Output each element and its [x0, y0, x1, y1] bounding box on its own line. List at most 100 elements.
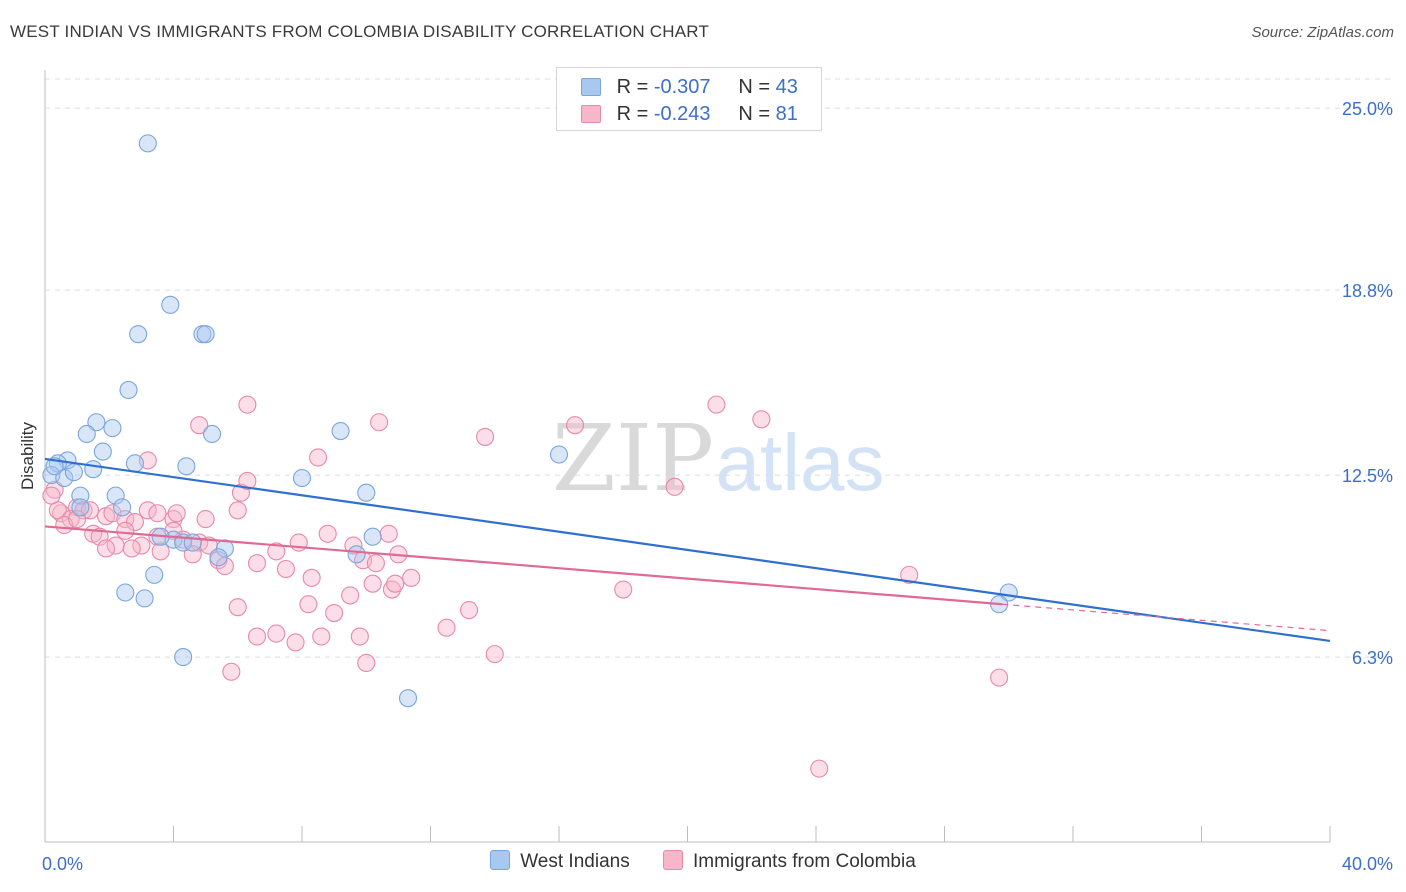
legend-row-colombia: R = -0.243 N = 81	[581, 103, 798, 125]
legend-r-value: -0.307	[653, 76, 711, 98]
source-label: Source: ZipAtlas.com	[1251, 24, 1394, 41]
point-colombia	[247, 554, 267, 573]
point-colombia	[990, 668, 1009, 687]
point-west-indians	[292, 468, 312, 488]
point-west-indians	[196, 325, 215, 344]
trend-colombia	[44, 525, 1003, 606]
point-west-indians	[129, 325, 148, 344]
point-colombia	[341, 586, 360, 605]
point-colombia	[459, 601, 479, 620]
point-colombia	[302, 568, 321, 587]
point-west-indians	[398, 689, 418, 708]
legend-r-value: -0.243	[653, 103, 711, 125]
legend-swatch-pink	[581, 105, 601, 123]
tick-labels: 6.3% 12.5% 18.8% 25.0% 0.0% 40.0%	[42, 99, 1393, 874]
trend-west-indians	[44, 457, 1331, 643]
point-west-indians	[203, 424, 222, 444]
watermark: ZIP atlas	[552, 405, 885, 512]
point-colombia	[402, 568, 421, 587]
point-colombia	[151, 542, 170, 561]
point-west-indians	[209, 548, 228, 567]
point-west-indians	[145, 565, 164, 584]
point-colombia	[707, 395, 726, 414]
point-colombia	[566, 416, 585, 435]
point-colombia	[122, 539, 141, 558]
y-tick-label: 6.3%	[1352, 648, 1393, 668]
point-colombia	[276, 559, 295, 579]
point-colombia	[267, 624, 286, 643]
point-colombia	[68, 510, 87, 529]
point-west-indians	[64, 463, 83, 482]
point-colombia	[752, 410, 771, 429]
point-west-indians	[87, 413, 106, 432]
point-west-indians	[174, 648, 193, 667]
point-colombia	[476, 427, 495, 446]
y-tick-label: 18.8%	[1342, 281, 1393, 301]
point-colombia	[238, 471, 257, 491]
point-colombia	[386, 574, 405, 593]
point-west-indians	[161, 295, 180, 314]
legend-swatch-blue	[490, 850, 511, 870]
point-west-indians	[113, 498, 132, 517]
point-colombia	[318, 524, 337, 543]
point-colombia	[370, 413, 389, 432]
y-tick-label: 12.5%	[1342, 466, 1393, 486]
trend-lines	[44, 457, 1331, 643]
point-west-indians	[71, 498, 90, 517]
y-axis-label: Disability	[18, 421, 37, 490]
watermark-zip: ZIP	[552, 405, 714, 512]
chart-title: WEST INDIAN VS IMMIGRANTS FROM COLOMBIA …	[10, 22, 710, 41]
point-colombia	[614, 580, 633, 599]
legend-n-value: 43	[775, 76, 798, 98]
point-colombia	[665, 477, 684, 496]
grid-lines	[45, 78, 1395, 658]
point-west-indians	[331, 421, 350, 441]
point-colombia	[299, 595, 318, 614]
point-colombia	[379, 524, 398, 543]
point-colombia	[382, 580, 402, 599]
point-west-indians	[363, 527, 382, 546]
point-colombia	[247, 627, 267, 646]
legend-r-label: R =	[616, 76, 649, 98]
point-colombia	[350, 627, 369, 646]
legend-n-label: N =	[738, 103, 771, 125]
point-colombia	[116, 521, 135, 540]
point-colombia	[437, 618, 456, 637]
point-colombia	[363, 574, 382, 593]
point-west-indians	[55, 468, 74, 488]
point-colombia	[286, 633, 305, 652]
legend-swatch-blue	[581, 78, 601, 96]
watermark-atlas: atlas	[716, 418, 885, 507]
point-west-indians	[357, 483, 376, 502]
y-tick-label: 25.0%	[1342, 99, 1393, 119]
legend-item-colombia: Immigrants from Colombia	[662, 850, 916, 873]
point-colombia	[52, 504, 71, 523]
point-colombia	[325, 603, 344, 623]
legend-n-value: 81	[775, 103, 798, 125]
point-west-indians	[103, 419, 122, 438]
point-west-indians	[93, 442, 112, 461]
point-colombia	[228, 501, 247, 520]
point-west-indians	[77, 424, 96, 444]
legend-item-west-indians: West Indians	[490, 850, 630, 873]
point-west-indians	[106, 486, 125, 505]
point-colombia	[900, 565, 919, 584]
point-west-indians	[177, 457, 196, 476]
x-tick-label: 0.0%	[42, 854, 83, 874]
point-colombia	[238, 395, 257, 414]
point-colombia	[357, 653, 376, 672]
point-west-indians	[135, 589, 154, 608]
x-tick-label: 40.0%	[1342, 854, 1393, 874]
point-colombia	[90, 527, 109, 546]
correlation-legend: R = -0.307 N = 43 R = -0.243 N = 81	[556, 67, 822, 131]
point-colombia	[231, 483, 251, 502]
point-colombia	[190, 416, 209, 435]
point-colombia	[228, 598, 247, 617]
legend-label-colombia: Immigrants from Colombia	[692, 851, 916, 872]
point-west-indians	[125, 454, 144, 473]
axes	[44, 70, 1331, 843]
series-legend: West Indians Immigrants from Colombia	[0, 850, 1406, 873]
point-colombia	[485, 645, 504, 664]
point-colombia	[222, 662, 241, 681]
